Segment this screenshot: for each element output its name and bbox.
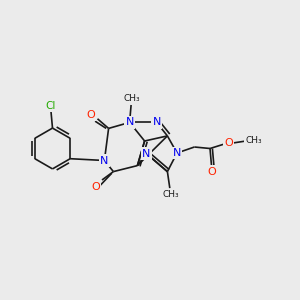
Text: N: N xyxy=(142,148,151,159)
Text: N: N xyxy=(100,155,109,166)
Text: O: O xyxy=(224,137,233,148)
Text: N: N xyxy=(152,117,161,128)
Text: CH₃: CH₃ xyxy=(124,94,140,103)
Text: Cl: Cl xyxy=(46,101,56,111)
Text: O: O xyxy=(91,182,100,192)
Text: N: N xyxy=(125,117,134,128)
Text: CH₃: CH₃ xyxy=(245,136,262,145)
Text: N: N xyxy=(173,148,181,158)
Text: O: O xyxy=(207,167,216,177)
Text: O: O xyxy=(86,110,95,120)
Text: CH₃: CH₃ xyxy=(163,190,179,199)
